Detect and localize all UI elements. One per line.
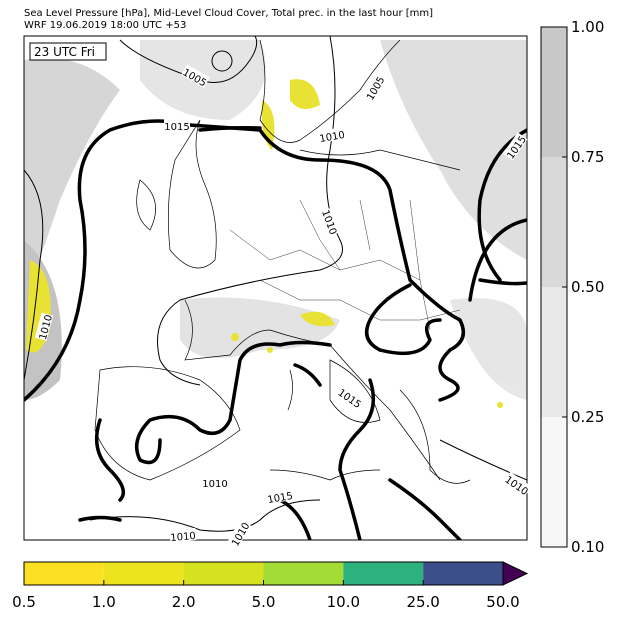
contour-label-bg [227, 519, 251, 548]
tick-label: 0.5 [12, 593, 36, 611]
contour-label-bg [265, 487, 294, 505]
time-label: 23 UTC Fri [34, 45, 95, 59]
tick-label: 1.00 [571, 18, 604, 36]
tick-label: 0.50 [571, 278, 604, 296]
tick-label: 0.25 [571, 408, 604, 426]
contour-label-bg [34, 312, 54, 341]
tick-label: 10.0 [327, 593, 360, 611]
tick-label: 0.75 [571, 148, 604, 166]
contour-label-bg [181, 64, 210, 88]
colorbar-bin [183, 562, 264, 585]
contour-label: 1010 [202, 479, 227, 490]
colorbar-extend [502, 561, 529, 586]
tick-label: 5.0 [252, 593, 276, 611]
tick-label: 50.0 [486, 593, 519, 611]
colorbar-bin [103, 562, 184, 585]
contour-label-bg [503, 471, 532, 497]
colorbar-bin [343, 562, 424, 585]
colorbar-bin [24, 562, 104, 585]
tick-label: 2.0 [172, 593, 196, 611]
title: Sea Level Pressure [hPa], Mid-Level Clou… [24, 8, 433, 19]
tick-label: 25.0 [406, 593, 439, 611]
colorbar-bin [541, 157, 567, 287]
colorbar-bin [263, 562, 344, 585]
contour-label: 1010 [319, 130, 346, 145]
colorbar-bin [541, 287, 567, 417]
precip-colorbar: 0.5 1.0 2.0 5.0 10.0 25.0 50.0 [12, 561, 529, 611]
contour-label-bg [336, 384, 365, 410]
tick-label: 1.0 [92, 593, 116, 611]
contour-label: 1015 [267, 491, 294, 506]
tick-label: 0.10 [571, 538, 604, 556]
contour-label: 1010 [170, 531, 196, 544]
contour-label-bg [502, 132, 528, 161]
subtitle: WRF 19.06.2019 18:00 UTC +53 [24, 20, 186, 31]
colorbar-bin [541, 417, 567, 547]
cloud-colorbar: 0.10 0.25 0.50 0.75 1.00 [540, 18, 604, 556]
contour-label-bg [362, 73, 386, 102]
colorbar-bin [541, 27, 567, 157]
contour-label-bg [164, 119, 190, 131]
contour-label-bg [317, 126, 346, 144]
contour-label: 1015 [164, 122, 189, 133]
contour-label-bg [202, 476, 228, 488]
contour-label-bg [169, 527, 197, 543]
colorbar-bin [423, 562, 503, 585]
contour-label-bg [320, 207, 342, 236]
